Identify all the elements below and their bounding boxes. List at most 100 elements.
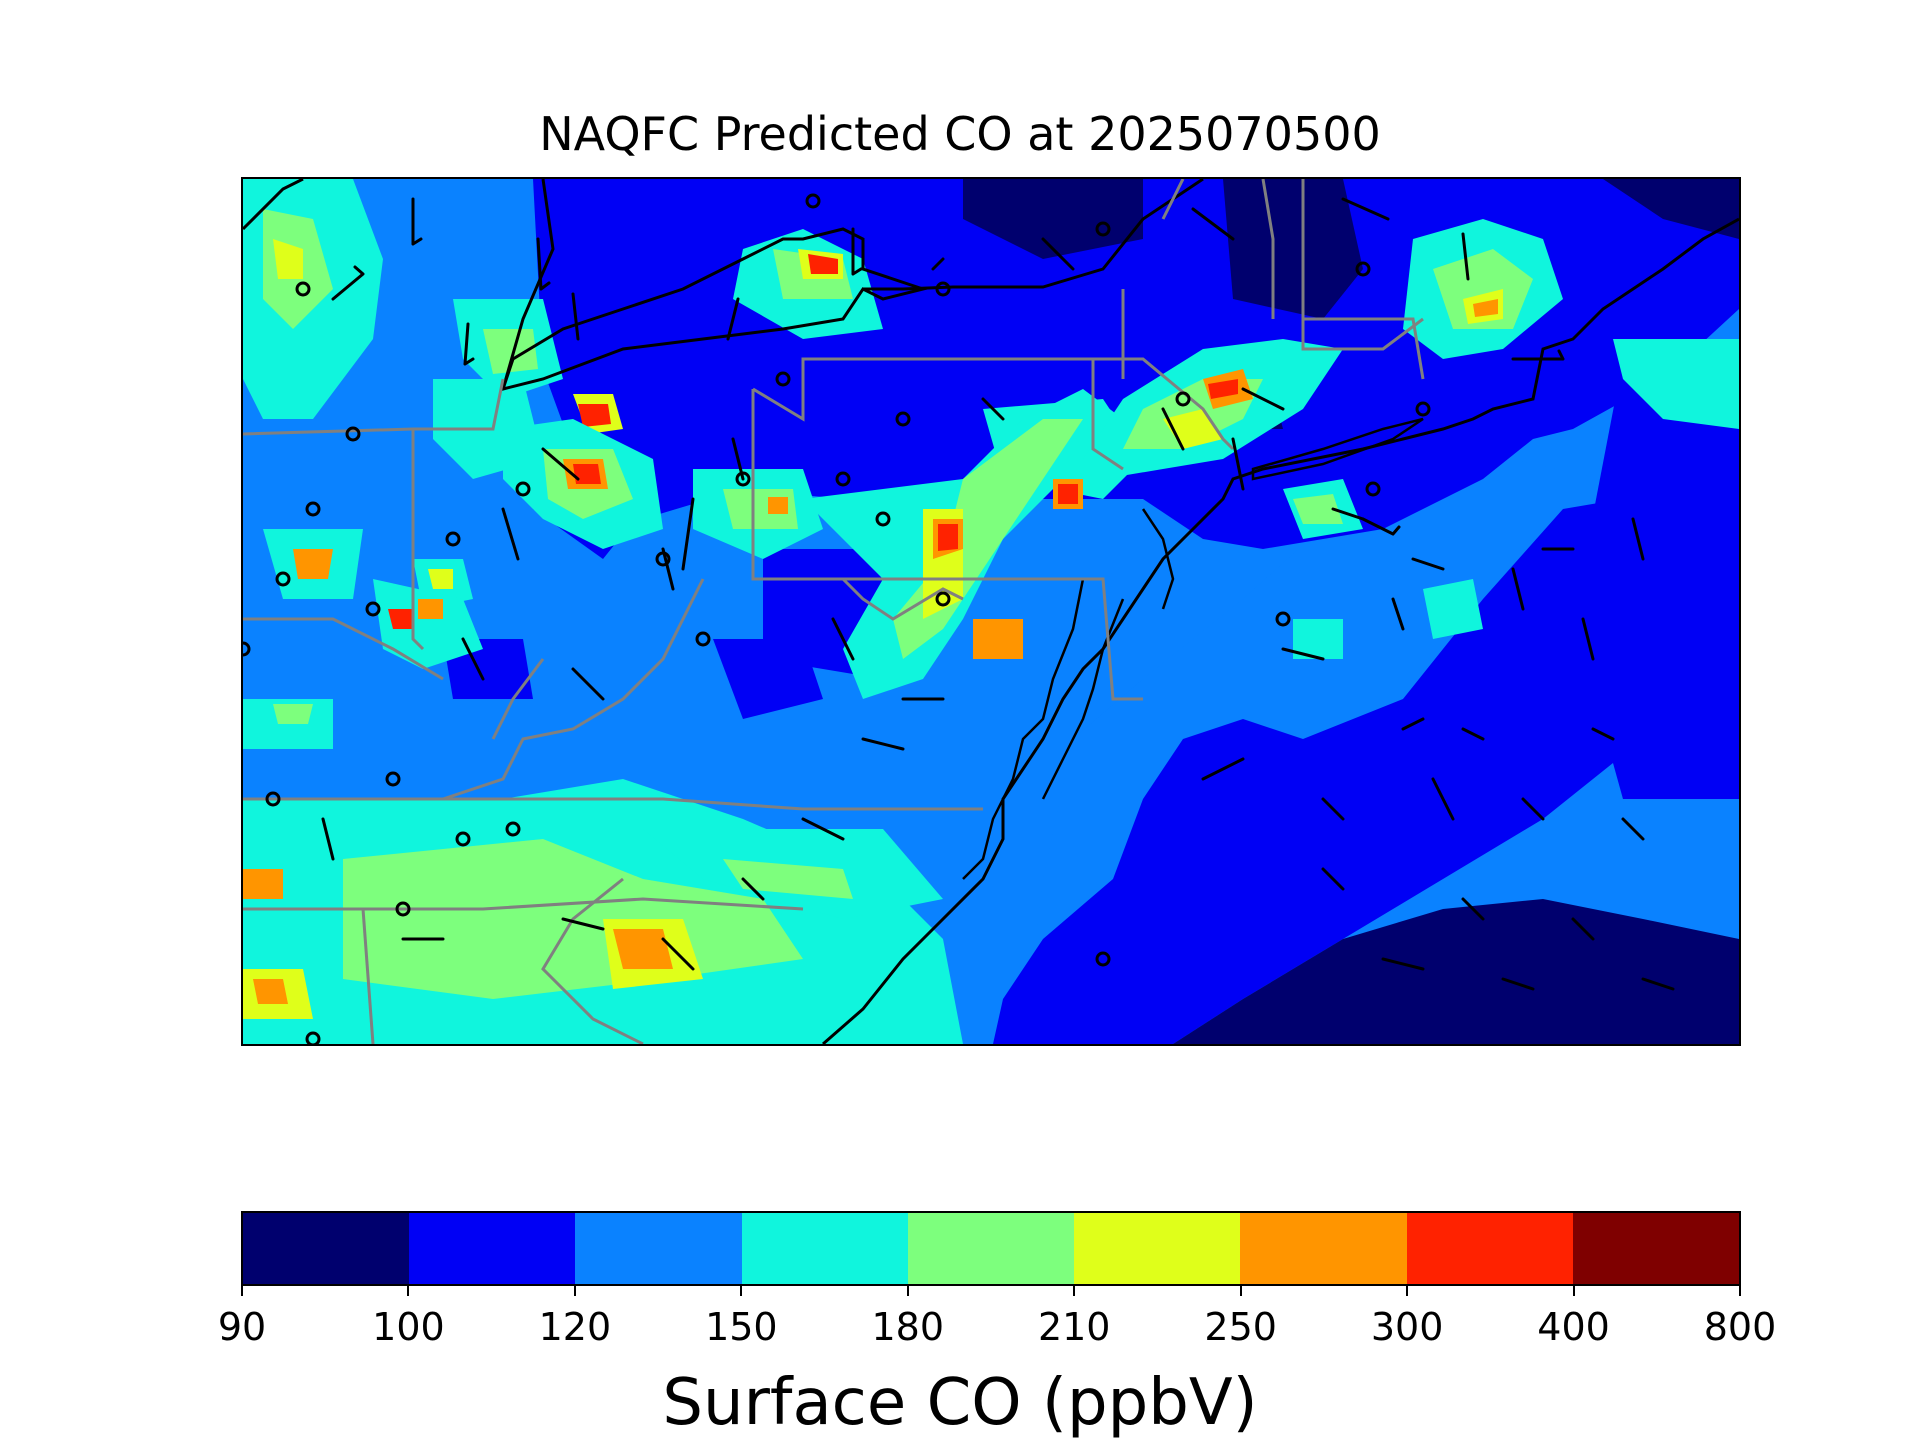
plume-west-3-red [578, 404, 611, 427]
border-line [1261, 179, 1275, 319]
border-line [751, 389, 993, 581]
colorbar-tick-label: 120 [538, 1305, 612, 1349]
border-line [1301, 179, 1424, 351]
colorbar-segment [1074, 1213, 1241, 1284]
wind-barb [726, 297, 740, 341]
plume-south-3-green [723, 859, 853, 899]
station-marker [1275, 611, 1291, 627]
plume-central-2-orange [768, 497, 788, 514]
border-line [491, 658, 545, 740]
plume-corridor-orange-2 [973, 619, 1023, 659]
chesapeake-bay [962, 578, 1085, 880]
station-marker [1355, 261, 1371, 277]
station-marker [695, 631, 711, 647]
station-marker [775, 371, 791, 387]
plume-west-6-yellow [418, 599, 443, 619]
plume-west-7-yellow [273, 704, 313, 724]
station-marker [935, 281, 951, 297]
chesapeake-bay-east [1041, 598, 1125, 800]
station-marker [805, 193, 821, 209]
border-line [1303, 317, 1425, 380]
wind-barb [1191, 207, 1235, 241]
wind-barb [1381, 957, 1425, 971]
wind-barb [571, 292, 580, 341]
plume-central-1-red [573, 464, 601, 484]
wind-barb [1201, 757, 1245, 781]
wind-barb [1501, 977, 1535, 991]
plume-ne-3-green [1293, 494, 1343, 524]
station-marker [385, 771, 401, 787]
wind-barb [801, 817, 845, 841]
wind-barb [1521, 797, 1545, 821]
colorbar-tick-label: 90 [217, 1305, 267, 1349]
colorbar-tick [906, 1286, 909, 1296]
colorbar-tick [241, 1286, 243, 1296]
colorbar-tick-label: 400 [1537, 1305, 1610, 1349]
station-marker [305, 1031, 321, 1044]
interior-blue-2 [713, 639, 823, 719]
colorbar-label: Surface CO (ppbV) [662, 1366, 1258, 1440]
ocean-low-region [1173, 899, 1739, 1044]
wind-barb [541, 447, 580, 481]
north-dark-region-2 [1223, 179, 1363, 319]
lake-ontario-shore [863, 179, 1204, 291]
station-marker [1365, 481, 1381, 497]
plume-west-4-yellow [293, 549, 333, 579]
plume-boston-green [1433, 249, 1533, 329]
interior-blue-4 [843, 419, 963, 479]
map-panel [241, 177, 1741, 1046]
wind-barb [1161, 407, 1185, 451]
colorbar-tick [740, 1286, 743, 1296]
co-concentration-map [243, 179, 1739, 1044]
wind-barb [461, 637, 485, 681]
station-marker [455, 831, 471, 847]
station-marker [515, 481, 531, 497]
wind-barb [1041, 237, 1075, 271]
plume-west-5-red [428, 569, 453, 589]
wind-barb [741, 877, 765, 901]
colorbar-segment [1406, 1213, 1573, 1284]
station-marker [1175, 391, 1191, 407]
colorbar-tick-label: 250 [1204, 1305, 1277, 1349]
station-marker [305, 501, 321, 517]
state-borders [243, 179, 1425, 1044]
station-marker [1095, 221, 1111, 237]
border-line [1091, 359, 1124, 471]
wind-barb [321, 817, 335, 861]
border-line [1161, 179, 1185, 220]
colorbar [241, 1211, 1741, 1286]
colorbar-tick-label: 300 [1370, 1305, 1444, 1349]
wind-barb [661, 937, 695, 971]
wind-barb [501, 507, 520, 561]
plume-west-2-green [483, 329, 538, 374]
wind-barb [1511, 567, 1525, 611]
station-markers [243, 193, 1431, 1044]
colorbar-tick [1073, 1286, 1076, 1296]
colorbar-tick [1739, 1286, 1741, 1296]
station-marker [875, 511, 891, 527]
station-marker [295, 281, 311, 297]
wind-barb [1341, 197, 1390, 221]
wind-barb [1361, 517, 1401, 536]
wind-barb [1431, 777, 1455, 821]
station-marker [395, 901, 411, 917]
wind-barb [1591, 727, 1615, 741]
station-marker [265, 791, 281, 807]
plume-south-1-orange [613, 929, 673, 969]
wind-barb [1391, 597, 1405, 631]
border-line [243, 578, 705, 801]
border-line [841, 577, 964, 621]
wind-barb [536, 237, 551, 291]
wind-barb [681, 497, 695, 571]
station-marker [1415, 401, 1431, 417]
delaware-bay [1141, 508, 1175, 610]
station-marker [243, 641, 251, 657]
wind-barb [831, 617, 855, 661]
border-line [243, 378, 505, 436]
wind-barb [981, 397, 1005, 421]
lake-erie-shore [500, 227, 929, 392]
colorbar-segment [243, 1213, 410, 1284]
wind-barb [1511, 349, 1565, 361]
wind-barb [1331, 507, 1365, 521]
border-line [243, 897, 804, 911]
